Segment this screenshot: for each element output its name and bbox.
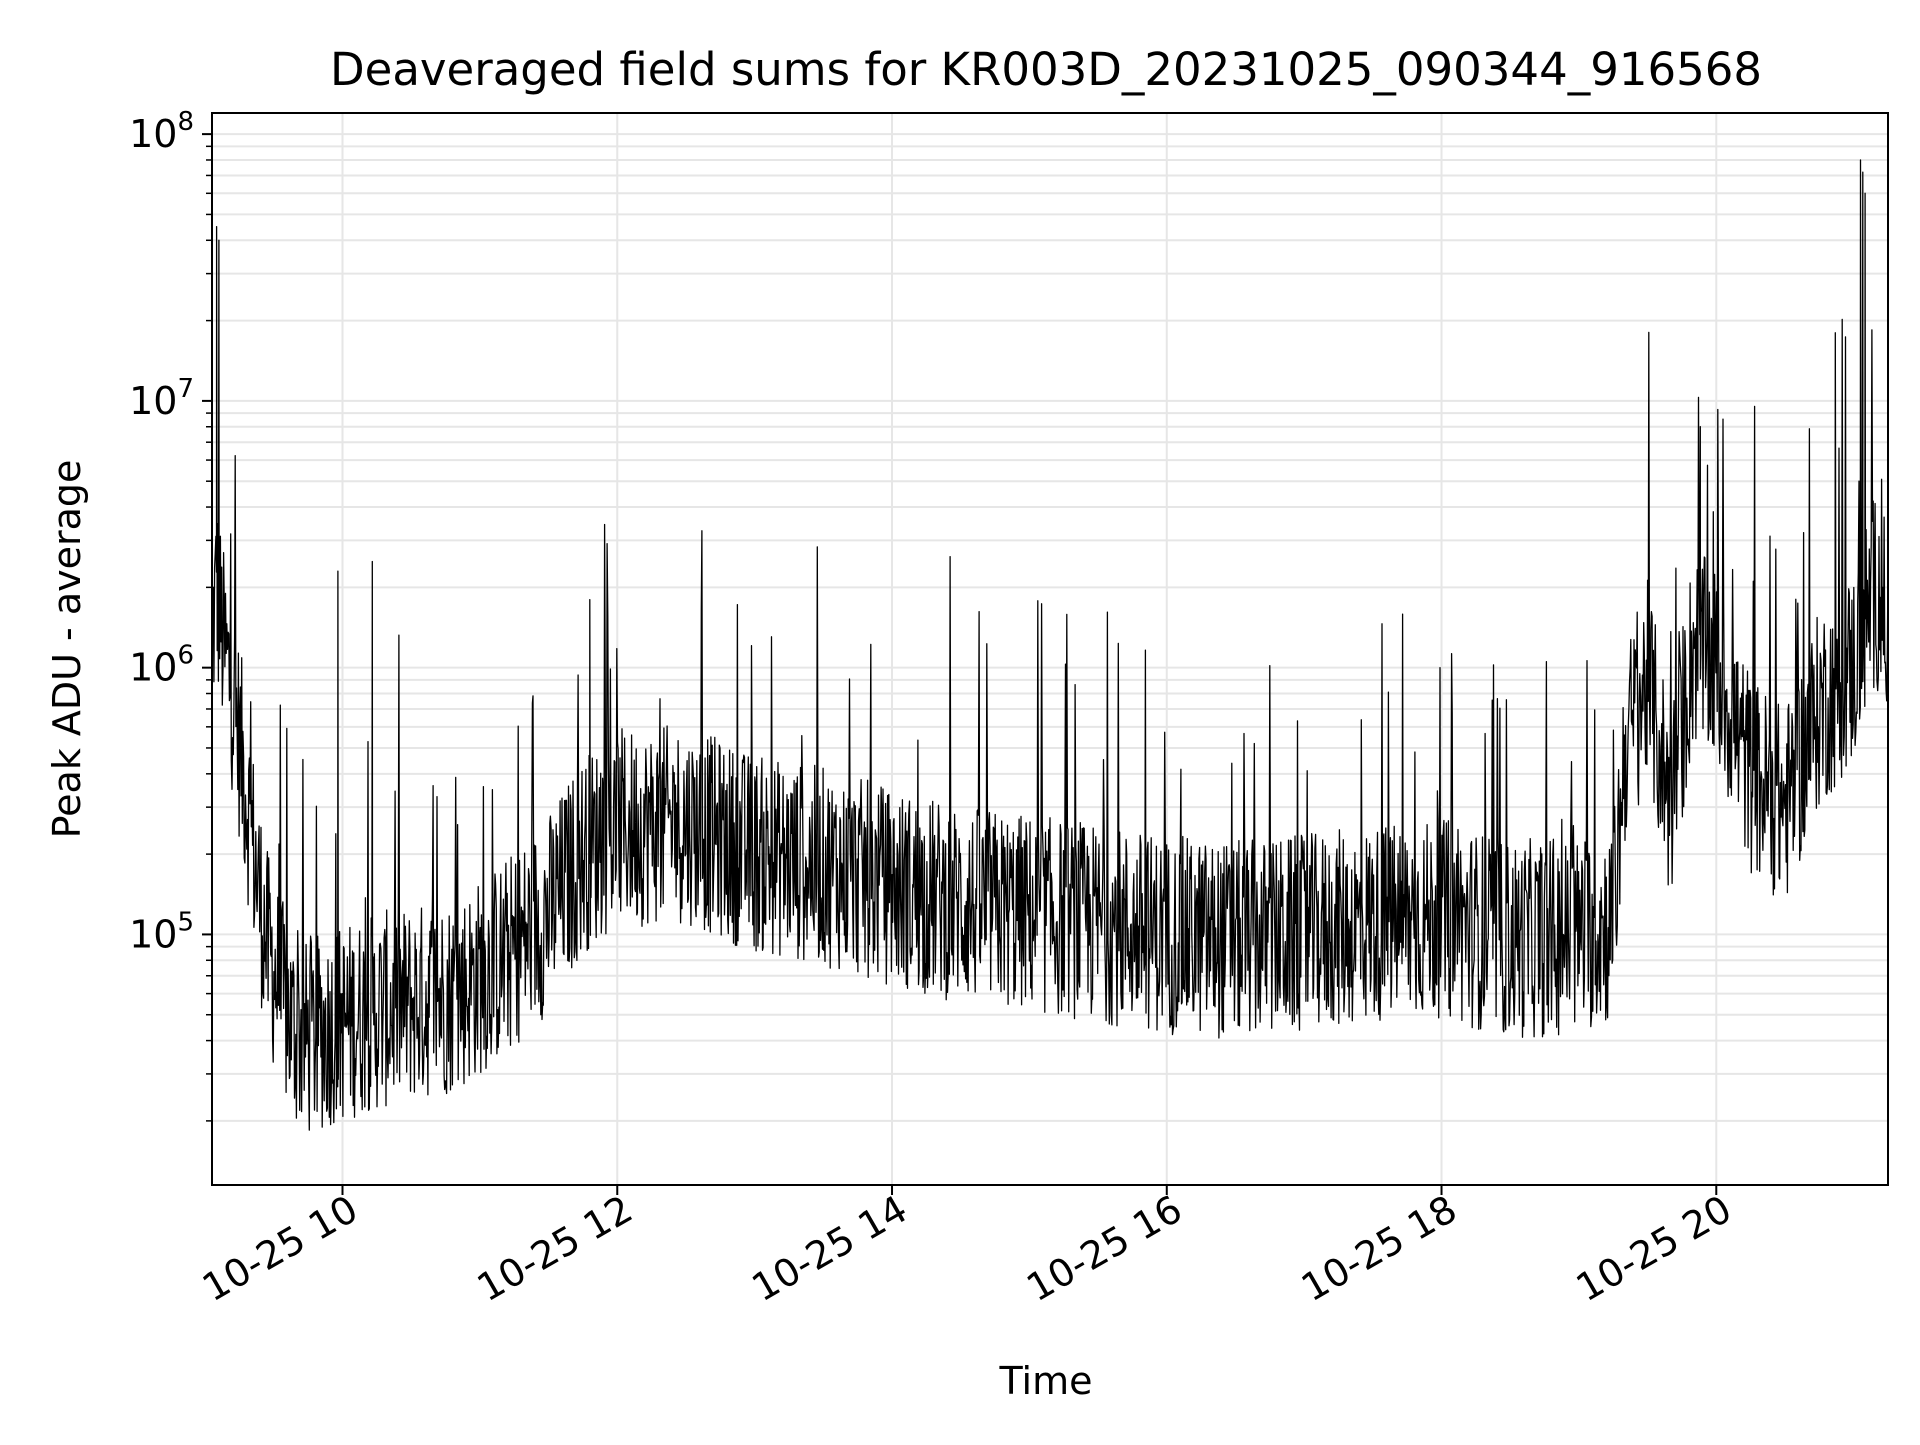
data-series — [211, 159, 1889, 1131]
y-axis-label: Peak ADU - average — [45, 460, 89, 839]
x-axis-label: Time — [999, 1359, 1093, 1403]
y-tick-exponent: 5 — [177, 907, 194, 937]
y-tick-exponent: 6 — [177, 641, 194, 671]
y-tick-exponent: 8 — [177, 107, 194, 137]
chart-title: Deaveraged field sums for KR003D_2023102… — [330, 43, 1762, 96]
y-tick-exponent: 7 — [177, 374, 194, 404]
plot-frame — [211, 112, 1889, 1186]
series-line — [211, 159, 1889, 1131]
